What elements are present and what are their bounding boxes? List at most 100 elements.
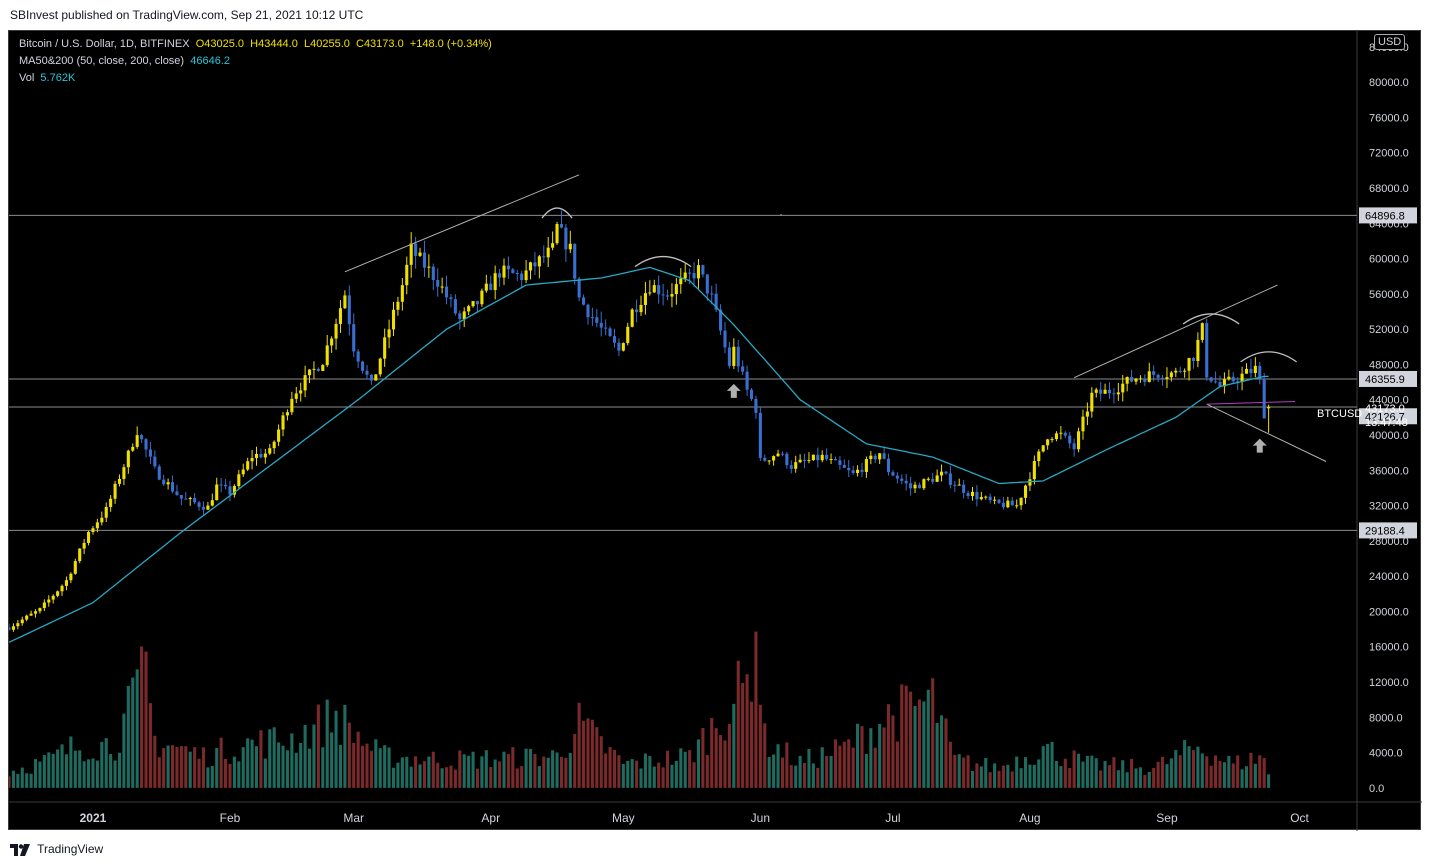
currency-button[interactable]: USD	[1374, 34, 1406, 50]
volume-bar	[745, 674, 749, 788]
candle-body	[1209, 377, 1213, 382]
volume-bar	[1125, 772, 1129, 788]
volume-bar	[917, 699, 921, 788]
candle-body	[559, 224, 564, 228]
volume-bar	[489, 766, 493, 788]
candle-body	[895, 475, 899, 479]
volume-bar	[113, 760, 117, 788]
candle-body	[484, 283, 488, 291]
candle-body	[206, 505, 210, 510]
candle-body	[135, 435, 139, 447]
volume-bar	[1249, 752, 1253, 788]
volume-bar	[378, 748, 382, 788]
candle-body	[820, 454, 824, 461]
volume-bar	[365, 743, 369, 788]
x-tick-label: Mar	[343, 811, 364, 825]
candle-body	[802, 459, 807, 461]
volume-bar	[1099, 770, 1103, 788]
volume-bar	[829, 756, 833, 788]
candle-body	[984, 496, 988, 498]
candle-body	[696, 265, 701, 279]
x-tick-label: Jun	[751, 811, 770, 825]
volume-bar	[197, 758, 201, 788]
volume-bar	[749, 701, 754, 788]
volume-bar	[1244, 766, 1249, 788]
volume-bar	[1054, 760, 1059, 788]
volume-bar	[515, 768, 519, 788]
volume-bar	[131, 677, 135, 788]
candle-body	[1041, 445, 1045, 452]
volume-bar	[1006, 764, 1010, 788]
candle-body	[1218, 381, 1222, 387]
volume-bar	[352, 742, 356, 788]
price-label-level-mid: 46355.9	[1365, 374, 1405, 386]
candle-body	[763, 457, 767, 461]
volume-bar	[188, 751, 192, 788]
volume-bar	[869, 728, 873, 788]
volume-bar	[338, 744, 343, 788]
volume-bar	[1103, 760, 1107, 788]
candle-body	[643, 293, 647, 305]
x-tick-label: 2021	[80, 811, 107, 825]
candle-body	[542, 256, 546, 258]
candle-body	[882, 453, 886, 459]
volume-bar	[369, 750, 373, 788]
candle-body	[829, 459, 833, 461]
candle-body	[162, 479, 166, 485]
candle-body	[917, 484, 921, 489]
volume-bar	[811, 763, 815, 788]
x-tick-label: Feb	[220, 811, 241, 825]
candle-body	[1112, 393, 1116, 395]
volume-bar	[802, 762, 807, 788]
candle-body	[612, 336, 617, 343]
moving-average-line	[9, 266, 1269, 643]
candle-body	[719, 309, 723, 331]
candle-body	[277, 429, 281, 442]
candle-body	[1205, 323, 1209, 378]
volume-bar	[87, 759, 91, 788]
volume-bar	[1081, 761, 1085, 788]
candle-body	[639, 304, 643, 313]
candle-body	[670, 294, 674, 297]
legend-vol-label: Vol	[19, 72, 35, 84]
candle-body	[648, 292, 652, 294]
candle-body	[1094, 389, 1098, 393]
volume-bar	[1138, 767, 1142, 788]
volume-bar	[931, 678, 935, 788]
legend-high: H43444.0	[250, 38, 298, 50]
price-chart[interactable]: 0.0 4000.0 8000.0 12000.0 16000.0 20000.0 2400…	[9, 31, 1422, 831]
volume-bar	[422, 761, 426, 788]
volume-bar	[789, 765, 793, 788]
volume-bar	[913, 706, 917, 788]
candle-body	[69, 573, 73, 581]
candle-body	[1032, 461, 1036, 480]
x-tick-label: Sep	[1156, 811, 1178, 825]
candle-body	[20, 619, 24, 624]
candle-body	[316, 368, 320, 371]
volume-bar	[1023, 757, 1028, 788]
volume-bar	[692, 762, 696, 788]
volume-bar	[144, 651, 148, 788]
candle-body	[1174, 370, 1178, 373]
volume-bar	[1077, 753, 1081, 788]
candle-body	[400, 285, 404, 302]
volume-bar	[148, 703, 152, 788]
chart-area[interactable]: 0.0 4000.0 8000.0 12000.0 16000.0 20000.0 2400…	[8, 30, 1422, 831]
footer-brand: TradingView	[37, 842, 104, 856]
candle-body	[1240, 373, 1244, 383]
volume-bar	[1262, 758, 1266, 788]
price-label-level-top-bg	[1359, 207, 1417, 224]
volume-bar	[1143, 774, 1147, 788]
candle-body	[626, 326, 630, 344]
candle-body	[1072, 443, 1076, 450]
candle-body	[511, 269, 515, 273]
legend-change: +148.0 (+0.34%)	[409, 38, 492, 50]
candle-body	[427, 266, 431, 268]
volume-bar	[833, 739, 838, 788]
candle-body	[807, 460, 811, 462]
volume-bar	[586, 718, 590, 788]
candle-body	[153, 456, 157, 467]
volume-bar	[962, 757, 966, 788]
volume-bar	[1222, 762, 1226, 788]
volume-bar	[179, 746, 183, 788]
